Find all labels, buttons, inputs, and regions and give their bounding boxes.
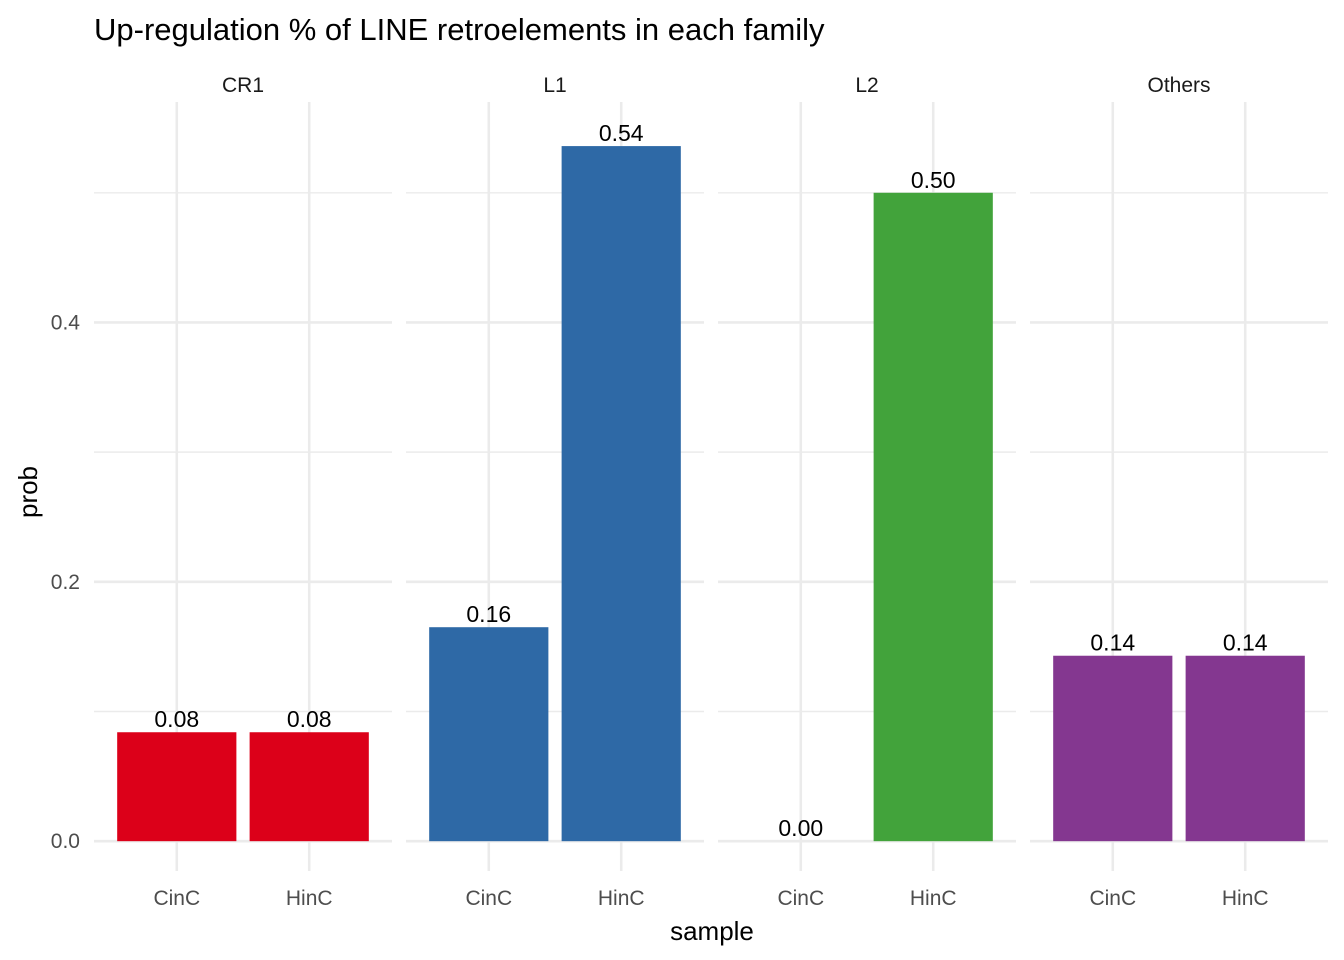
x-tick-label: CinC <box>153 887 200 910</box>
bar-others-hinc <box>1185 655 1305 842</box>
x-tick-label: CinC <box>465 887 512 910</box>
y-axis: 0.0 0.2 0.4 <box>51 311 81 853</box>
x-tick-label: CinC <box>1089 887 1136 910</box>
y-axis-title: prob <box>13 466 43 518</box>
bar-cr1-hinc <box>249 732 369 842</box>
x-tick-label: HinC <box>1222 887 1269 910</box>
facet-panel-others: Others 0.14 CinC 0.14 HinC <box>1030 74 1328 910</box>
bar-l2-hinc <box>873 192 993 842</box>
facet-label-l1: L1 <box>543 74 566 97</box>
x-tick-label: HinC <box>910 887 957 910</box>
facet-panel-l2: L2 0.00 CinC 0.50 HinC <box>718 74 1016 910</box>
x-tick-label: HinC <box>598 887 645 910</box>
data-label: 0.16 <box>466 601 511 627</box>
x-tick-label: HinC <box>286 887 333 910</box>
data-label: 0.00 <box>778 815 823 841</box>
data-label: 0.54 <box>599 120 644 146</box>
facet-panels: CR1 0.08 CinC 0.08 HinC L1 0.16 CinC 0.54 HinC L2 0… <box>94 74 1328 910</box>
x-tick-label: CinC <box>777 887 824 910</box>
chart-title: Up-regulation % of LINE retroelements in… <box>94 12 825 47</box>
y-tick-label: 0.0 <box>51 830 80 853</box>
data-label: 0.50 <box>911 167 956 193</box>
facet-label-cr1: CR1 <box>222 74 264 97</box>
facet-label-others: Others <box>1147 74 1210 97</box>
facet-label-l2: L2 <box>855 74 878 97</box>
x-axis-title: sample <box>670 916 754 946</box>
y-tick-label: 0.4 <box>51 311 81 334</box>
data-label: 0.14 <box>1090 630 1135 656</box>
bar-l1-hinc <box>561 146 681 842</box>
facet-panel-cr1: CR1 0.08 CinC 0.08 HinC <box>94 74 392 910</box>
data-label: 0.08 <box>287 706 332 732</box>
bar-others-cinc <box>1053 655 1173 842</box>
data-label: 0.14 <box>1223 630 1268 656</box>
bar-cr1-cinc <box>117 732 237 842</box>
bar-l1-cinc <box>429 627 549 842</box>
facet-panel-l1: L1 0.16 CinC 0.54 HinC <box>406 74 704 910</box>
data-label: 0.08 <box>154 706 199 732</box>
y-tick-label: 0.2 <box>51 571 80 594</box>
